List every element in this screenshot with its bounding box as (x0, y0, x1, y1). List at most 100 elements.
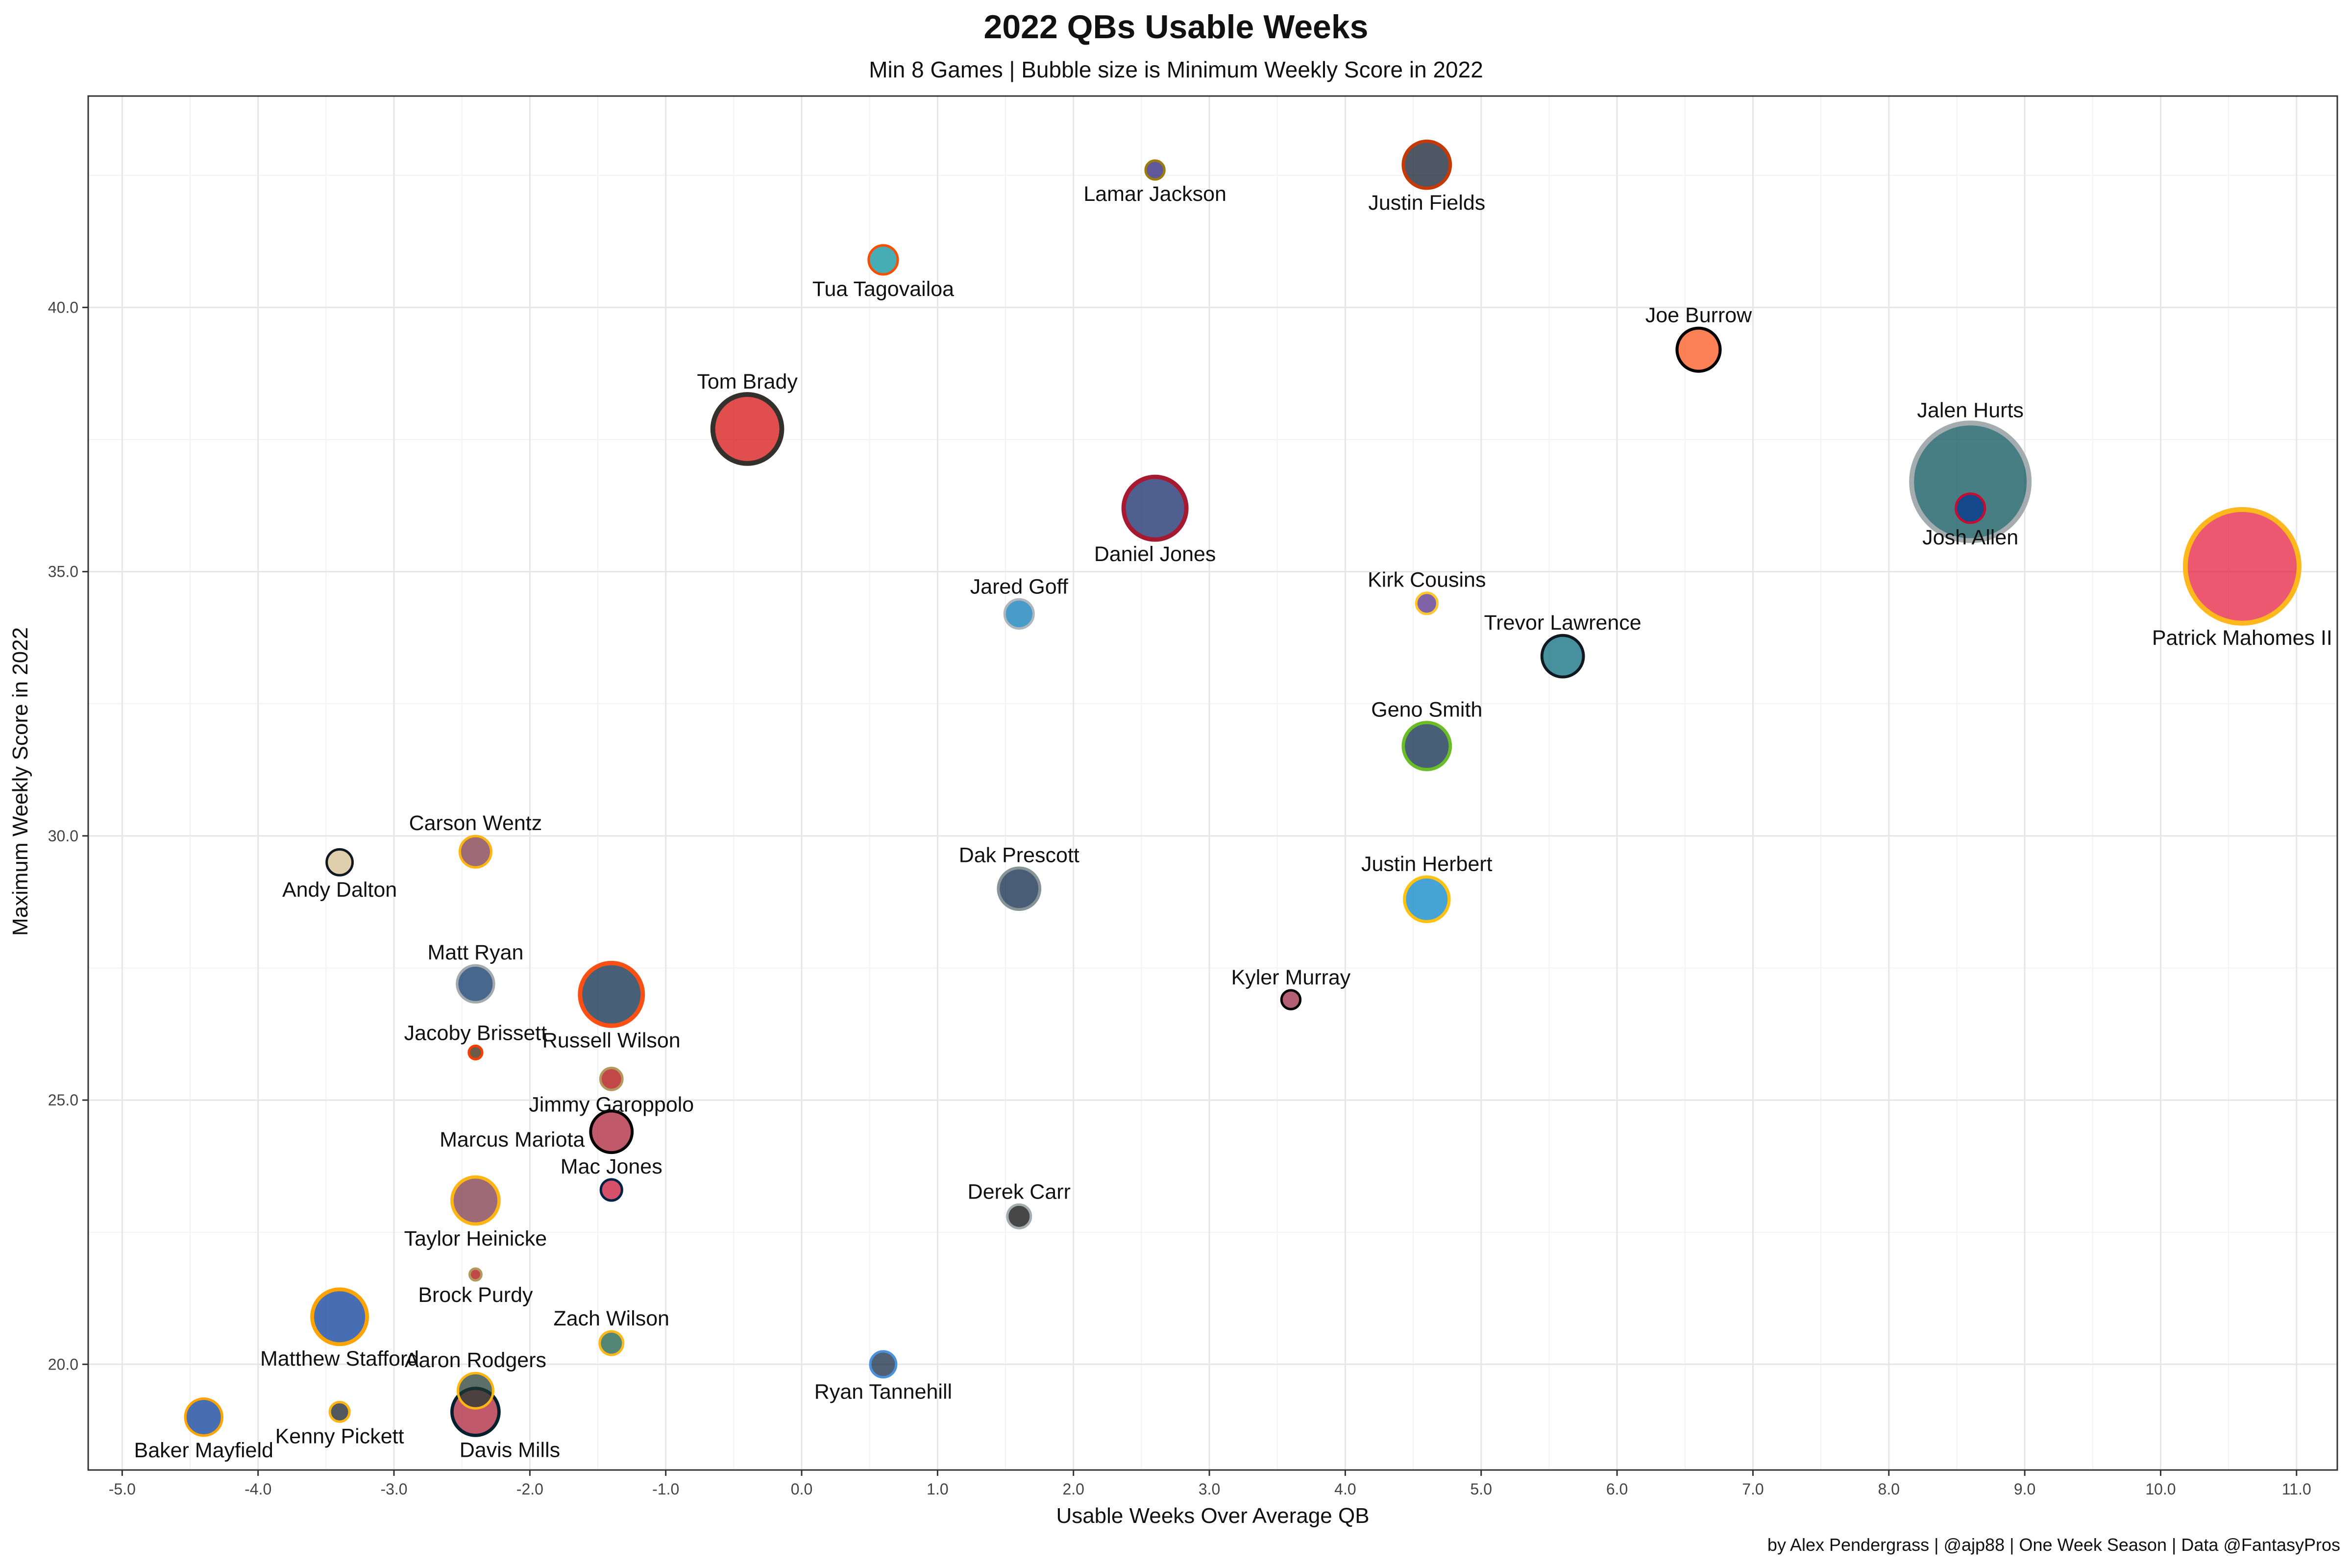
point-label: Kyler Murray (1231, 966, 1351, 989)
x-tick-label: 1.0 (927, 1480, 948, 1498)
data-point (1144, 159, 1166, 181)
y-tick-label: 40.0 (48, 298, 78, 316)
x-tick-label: -3.0 (380, 1480, 407, 1498)
point-label: Jalen Hurts (1917, 398, 2023, 422)
y-tick-label: 35.0 (48, 563, 78, 581)
data-point (325, 848, 354, 877)
point-label: Justin Fields (1368, 191, 1485, 215)
point-label: Lamar Jackson (1083, 182, 1226, 206)
data-point (1955, 492, 1986, 524)
point-label: Dak Prescott (959, 843, 1079, 867)
data-point (467, 1044, 484, 1061)
y-tick-label: 25.0 (48, 1091, 78, 1109)
data-point (599, 1067, 624, 1091)
data-point (456, 964, 495, 1004)
data-point (598, 1330, 625, 1356)
chart-caption: by Alex Pendergrass | @ajp88 | One Week … (1767, 1535, 2340, 1555)
data-point (1540, 634, 1585, 679)
point-label: Justin Herbert (1361, 853, 1493, 876)
x-tick-label: 9.0 (2014, 1480, 2035, 1498)
data-point (1280, 989, 1302, 1010)
point-labels: Patrick Mahomes II Jalen Hurts Josh Allen J… (134, 182, 2332, 1462)
data-point (578, 960, 645, 1028)
point-label: Marcus Mariota (440, 1128, 585, 1152)
point-label: Zach Wilson (553, 1307, 669, 1330)
data-point (1401, 139, 1452, 190)
data-point (869, 1350, 898, 1379)
point-label: Matthew Stafford (260, 1347, 419, 1371)
x-tick-label: -4.0 (245, 1480, 271, 1498)
point-label: Patrick Mahomes II (2152, 626, 2332, 650)
y-tick-label: 20.0 (48, 1355, 78, 1373)
data-point (1403, 875, 1451, 924)
point-label: Josh Allen (1922, 526, 2018, 549)
data-point (1675, 326, 1722, 373)
point-label: Tua Tagovailoa (812, 277, 954, 301)
point-label: Kenny Pickett (275, 1424, 404, 1448)
x-tick-label: -5.0 (109, 1480, 136, 1498)
point-label: Ryan Tannehill (814, 1380, 952, 1404)
data-point (1003, 598, 1035, 630)
point-label: Aaron Rodgers (405, 1348, 546, 1372)
x-tick-label: 5.0 (1470, 1480, 1492, 1498)
data-point (1415, 591, 1439, 615)
data-point (184, 1397, 223, 1437)
x-tick-label: 11.0 (2282, 1480, 2311, 1498)
y-tick-label: 30.0 (48, 827, 78, 845)
point-label: Taylor Heinicke (404, 1227, 547, 1250)
data-point (710, 392, 784, 466)
data-point (1401, 721, 1452, 771)
x-tick-label: -1.0 (652, 1480, 679, 1498)
data-point (1121, 474, 1189, 542)
point-label: Derek Carr (968, 1180, 1071, 1203)
point-label: Daniel Jones (1094, 542, 1216, 566)
point-label: Kirk Cousins (1368, 568, 1486, 592)
point-label: Mac Jones (561, 1155, 662, 1178)
point-label: Davis Mills (460, 1438, 560, 1462)
data-point (867, 244, 899, 276)
point-label: Jacoby Brissett (404, 1021, 547, 1045)
data-points (184, 139, 2302, 1437)
data-point (1006, 1203, 1032, 1229)
point-label: Carson Wentz (409, 811, 542, 835)
point-label: Joe Burrow (1645, 304, 1752, 327)
x-tick-label: -2.0 (516, 1480, 543, 1498)
point-label: Russell Wilson (542, 1029, 681, 1052)
data-point (997, 866, 1042, 911)
point-label: Jared Goff (970, 575, 1069, 598)
chart-subtitle: Min 8 Games | Bubble size is Minimum Wee… (869, 57, 1483, 82)
data-point (599, 1178, 623, 1202)
point-label: Matt Ryan (427, 941, 523, 964)
x-tick-label: 10.0 (2145, 1480, 2176, 1498)
point-label: Trevor Lawrence (1484, 611, 1642, 635)
x-axis-title: Usable Weeks Over Average QB (1056, 1504, 1369, 1528)
x-tick-label: 4.0 (1334, 1480, 1356, 1498)
point-label: Baker Mayfield (134, 1439, 273, 1462)
chart-title: 2022 QBs Usable Weeks (984, 8, 1369, 46)
data-point (328, 1400, 351, 1423)
x-tick-label: 0.0 (791, 1480, 812, 1498)
point-label: Jimmy Garoppolo (529, 1093, 694, 1116)
point-label: Andy Dalton (282, 878, 397, 902)
x-tick-label: 6.0 (1606, 1480, 1628, 1498)
point-label: Geno Smith (1371, 698, 1482, 722)
data-point (2182, 507, 2302, 626)
data-point (589, 1109, 634, 1154)
x-tick-label: 3.0 (1199, 1480, 1220, 1498)
axis-ticks: -5.0 -4.0 -3.0 -2.0 -1.0 0.0 1.0 2.0 3.0 4.0 5.0 6.… (48, 298, 2311, 1498)
x-tick-label: 8.0 (1878, 1480, 1900, 1498)
data-point (468, 1267, 483, 1282)
data-point (458, 834, 492, 869)
point-label: Brock Purdy (418, 1283, 533, 1307)
x-tick-label: 7.0 (1742, 1480, 1764, 1498)
data-point (450, 1175, 501, 1226)
data-point (310, 1287, 369, 1347)
x-tick-label: 2.0 (1062, 1480, 1084, 1498)
plot-panel-border (87, 95, 2338, 1471)
data-point (1909, 420, 2032, 543)
y-axis-title: Maximum Weekly Score in 2022 (8, 627, 32, 936)
point-label: Tom Brady (697, 370, 798, 393)
data-point (456, 1372, 494, 1410)
